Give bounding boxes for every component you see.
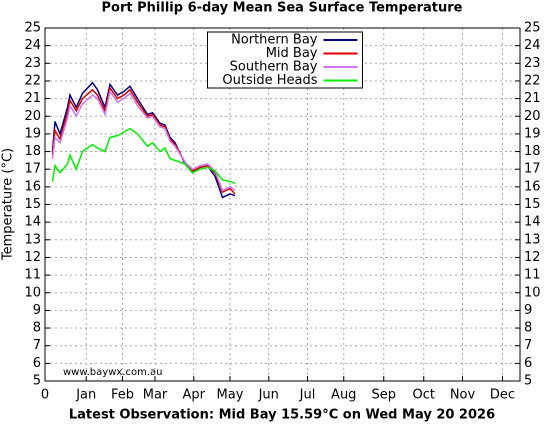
x-tick-label: Sep — [371, 388, 396, 403]
x-tick-label: May — [217, 388, 244, 403]
x-tick-label: Jun — [258, 388, 279, 403]
legend-box — [207, 31, 363, 89]
y-tick-label: 11 — [24, 268, 41, 283]
y2-tick-label: 21 — [524, 91, 541, 106]
x-tick-label: Mar — [143, 388, 168, 403]
y-tick-label: 23 — [24, 56, 41, 71]
footer: Latest Observation: Mid Bay 15.59°C on W… — [69, 408, 495, 423]
chart-title: Port Phillip 6-day Mean Sea Surface Temp… — [102, 1, 463, 16]
y2-tick-label: 9 — [524, 303, 532, 318]
x-tick-label: Oct — [413, 388, 435, 403]
legend-label: Mid Bay — [266, 46, 318, 61]
source: www.baywx.com.au — [63, 367, 162, 378]
x-tick-label: 0 — [41, 388, 49, 403]
y2-tick-label: 10 — [524, 285, 541, 300]
plot-frame — [44, 27, 521, 382]
y-tick-label: 18 — [24, 144, 41, 159]
y2-tick-label: 15 — [524, 197, 541, 212]
y2-tick-label: 14 — [524, 215, 541, 230]
y-axis-label: Temperature (°C) — [1, 148, 16, 261]
y-tick-label: 17 — [24, 162, 41, 177]
y-tick-label: 25 — [24, 21, 41, 36]
x-tick-label: Feb — [111, 388, 134, 403]
y-tick-label: 10 — [24, 285, 41, 300]
y2-tick-label: 6 — [524, 356, 532, 371]
legend-label: Southern Bay — [230, 60, 318, 75]
y2-tick-label: 7 — [524, 338, 532, 353]
y-tick-label: 9 — [33, 303, 41, 318]
y-tick-label: 22 — [24, 73, 41, 88]
y-tick-label: 13 — [24, 232, 41, 247]
y2-tick-label: 17 — [524, 162, 541, 177]
x-tick-label: Nov — [450, 388, 476, 403]
series-line — [51, 89, 236, 192]
y-tick-label: 7 — [33, 338, 41, 353]
y2-tick-label: 8 — [524, 321, 532, 336]
y2-tick-label: 16 — [524, 179, 541, 194]
y-tick-label: 16 — [24, 179, 41, 194]
y-tick-label: 15 — [24, 197, 41, 212]
y-tick-label: 12 — [24, 250, 41, 265]
x-tick-label: Jan — [75, 388, 96, 403]
y2-tick-label: 5 — [524, 374, 532, 389]
y2-tick-label: 23 — [524, 56, 541, 71]
legend-label: Northern Bay — [231, 33, 318, 48]
series-line — [51, 81, 236, 199]
y-tick-label: 14 — [24, 215, 41, 230]
y2-tick-label: 13 — [524, 232, 541, 247]
y-tick-label: 21 — [24, 91, 41, 106]
y-tick-label: 20 — [24, 109, 41, 124]
y-tick-label: 8 — [33, 321, 41, 336]
y2-tick-label: 11 — [524, 268, 541, 283]
x-tick-label: Jul — [299, 388, 316, 403]
y2-tick-label: 25 — [524, 21, 541, 36]
y2-tick-label: 12 — [524, 250, 541, 265]
y-tick-label: 5 — [33, 374, 41, 389]
series-line — [51, 127, 236, 185]
series-line — [51, 86, 236, 195]
y2-tick-label: 22 — [524, 73, 541, 88]
x-tick-label: Dec — [490, 388, 515, 403]
x-tick-label: Aug — [331, 388, 356, 403]
legend-label: Outside Heads — [222, 73, 317, 88]
y2-tick-label: 19 — [524, 126, 541, 141]
y2-tick-label: 18 — [524, 144, 541, 159]
y2-tick-label: 24 — [524, 38, 541, 53]
y-tick-label: 24 — [24, 38, 41, 53]
y-tick-label: 6 — [33, 356, 41, 371]
y2-tick-label: 20 — [524, 109, 541, 124]
x-tick-label: Apr — [183, 388, 206, 403]
y-tick-label: 19 — [24, 126, 41, 141]
